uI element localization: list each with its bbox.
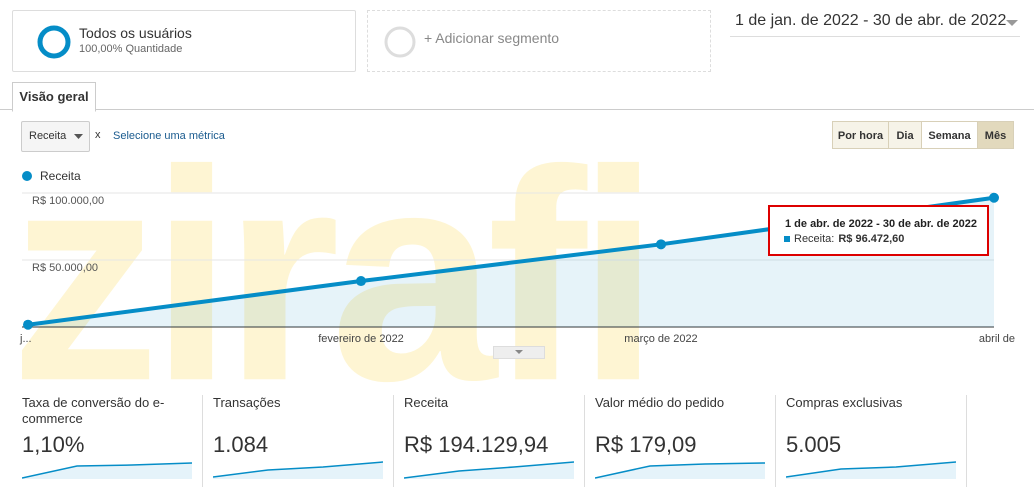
segment-icon (37, 25, 71, 59)
metric-card[interactable]: Compras exclusivas 5.005 (776, 395, 967, 487)
x-tick-label: abril de (979, 333, 1015, 345)
dropdown-arrow (1006, 20, 1018, 26)
metric-label: Receita (404, 395, 449, 410)
point (656, 239, 666, 250)
select-metric[interactable]: Selecione uma métrica (113, 130, 225, 142)
point (23, 319, 33, 330)
remove-metric[interactable]: x (95, 129, 101, 141)
metric-dropdown-label: Receita (29, 130, 67, 142)
tooltip: 1 de abr. de 2022 - 30 de abr. de 2022 Re… (768, 205, 989, 256)
add-icon (384, 26, 416, 58)
metric-value: R$ 179,09 (595, 432, 697, 457)
metric-value: 5.005 (786, 432, 842, 457)
segment-subtitle: 100,00% Quantidade (79, 43, 183, 55)
granularity-button[interactable]: Dia (888, 121, 922, 149)
date-range[interactable]: 1 de jan. de 2022 - 30 de abr. de 2022 (730, 12, 1020, 37)
tooltip-title: 1 de abr. de 2022 - 30 de abr. de 2022 (785, 218, 977, 230)
metric-label: Compras exclusivas (786, 395, 903, 410)
sparkline (786, 461, 956, 479)
handle-arrow (515, 350, 523, 354)
tooltip-box (768, 205, 989, 256)
x-tick-label: março de 2022 (624, 333, 697, 345)
metric-card[interactable]: Valor médio do pedido R$ 179,09 (585, 395, 776, 487)
metric-value: 1,10% (22, 432, 85, 457)
granularity-button[interactable]: Mês (977, 121, 1014, 149)
sparkline (22, 462, 192, 479)
granularity: Por hora Dia Semana Mês (832, 121, 1014, 151)
sparkline (404, 461, 574, 479)
segment-title: Todos os usuários (79, 25, 192, 41)
metric-label: Transações (213, 395, 281, 410)
metric-value: 1.084 (213, 432, 269, 457)
metric-dropdown[interactable]: Receita (21, 121, 90, 152)
metric-card[interactable]: Transações 1.084 (203, 395, 394, 487)
legend-marker (22, 171, 32, 181)
metric-card[interactable]: Taxa de conversão do e-commerce 1,10% (12, 395, 203, 487)
granularity-button[interactable]: Semana (921, 121, 978, 149)
x-tick-label: fevereiro de 2022 (318, 333, 404, 345)
metric-label: Valor médio do pedido (595, 395, 725, 410)
scroll-handle[interactable] (493, 346, 545, 359)
sparkline (213, 461, 383, 479)
metric-value: R$ 194.129,94 (404, 432, 549, 457)
metric-label: Taxa de conversão do e-commerce (22, 395, 165, 426)
tooltip-marker (784, 236, 790, 242)
date-range-text: 1 de jan. de 2022 - 30 de abr. de 2022 (735, 12, 1007, 29)
add-segment-label: + Adicionar segmento (424, 30, 560, 46)
tab-line (0, 109, 1034, 110)
tooltip-value: R$ 96.472,60 (838, 233, 904, 245)
tooltip-series: Receita: (794, 233, 834, 245)
tab[interactable]: Visão geral (12, 82, 96, 112)
y-tick-label: R$ 100.000,00 (32, 195, 104, 207)
segment-card[interactable]: Todos os usuários 100,00% Quantidade (12, 10, 356, 72)
add-segment[interactable]: + Adicionar segmento (367, 10, 711, 72)
granularity-button[interactable]: Por hora (832, 121, 889, 149)
dropdown-arrow (74, 134, 83, 139)
tooltip-label: Receita: R$ 96.472,60 (794, 233, 904, 245)
x-tick-label: j... (19, 333, 32, 345)
y-tick-label: R$ 50.000,00 (32, 262, 98, 274)
point (356, 276, 366, 287)
legend-label: Receita (40, 169, 81, 183)
watermark: zirafi (10, 107, 650, 443)
point (989, 192, 999, 203)
metric-card[interactable]: Receita R$ 194.129,94 (394, 395, 585, 487)
sparkline (595, 462, 765, 479)
